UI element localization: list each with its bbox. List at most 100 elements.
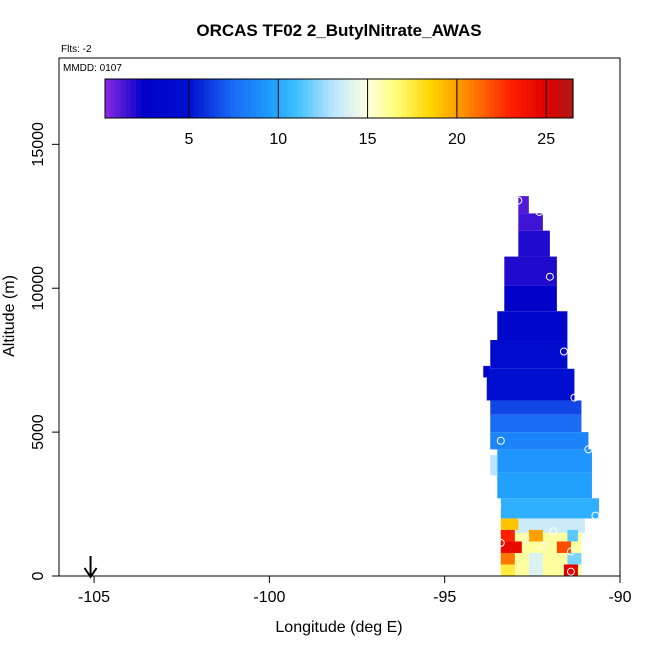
colorbar-segment (458, 79, 465, 118)
colorbar-segment (448, 79, 454, 118)
colorbar-segment (245, 79, 252, 118)
colorbar-segment (141, 79, 148, 118)
colorbar-segment (115, 79, 122, 118)
curtain-cell (504, 256, 557, 286)
sample-point (496, 436, 505, 445)
chart-title: ORCAS TF02 2_ButylNitrate_AWAS (196, 21, 481, 40)
colorbar-segment (453, 79, 460, 118)
colorbar-segment (396, 79, 402, 118)
colorbar-segment (281, 79, 288, 118)
sample-point (496, 538, 505, 547)
plot-frame (58, 57, 621, 577)
sample-point (566, 567, 575, 576)
colorbar-segment (552, 79, 558, 118)
colorbar-segment (235, 79, 241, 118)
curtain-cell (490, 414, 582, 433)
x-axis-label: Longitude (deg E) (275, 619, 402, 636)
colorbar-segment (271, 79, 278, 118)
curtain-cell (500, 552, 515, 565)
curtain-cell (500, 518, 585, 533)
colorbar-segment (562, 79, 569, 118)
curtain-cell (500, 529, 515, 542)
curtain-cell (490, 340, 568, 369)
date-note: MMDD: 0107 (63, 63, 122, 74)
sample-point (521, 534, 530, 543)
curtain-cell (556, 541, 571, 553)
colorbar-segment (183, 79, 189, 118)
colorbar-segment (125, 79, 132, 118)
colorbar-tick-label: 10 (269, 131, 287, 148)
colorbar-segment (510, 79, 517, 118)
colorbar-segment (318, 79, 324, 118)
colorbar-segment (531, 79, 538, 118)
y-tick-label: 10000 (30, 266, 47, 311)
colorbar-tick-label: 5 (185, 131, 194, 148)
sample-point (538, 541, 547, 550)
colorbar-segment (261, 79, 267, 118)
colorbar-segment (224, 79, 231, 118)
curtain-cell (483, 365, 491, 378)
colorbar-tick-label: 20 (448, 131, 466, 148)
colorbar-segment (567, 79, 574, 118)
colorbar-segment (505, 79, 512, 118)
colorbar-segment (354, 79, 361, 118)
colorbar-segment (375, 79, 382, 118)
curtain-cell (490, 432, 589, 450)
curtain-cell (490, 400, 582, 415)
colorbar-segment (495, 79, 501, 118)
y-tick-label: 15000 (30, 122, 47, 167)
curtain-cell (500, 541, 522, 553)
colorbar-segment (474, 79, 480, 118)
x-tick-label: -95 (433, 589, 456, 606)
colorbar-segment (406, 79, 413, 118)
colorbar-segment (443, 79, 449, 118)
curtain-cell (486, 368, 575, 401)
colorbar-segment (110, 79, 116, 118)
colorbar-segment (255, 79, 262, 118)
colorbar-tick-label: 25 (537, 131, 555, 148)
sample-point (559, 347, 568, 356)
colorbar-segment (515, 79, 522, 118)
sample-points-layer (493, 196, 600, 576)
colorbar-segment (401, 79, 408, 118)
curtain-cell (528, 529, 543, 542)
colorbar-segment (157, 79, 163, 118)
colorbar-segment (292, 79, 298, 118)
curtain-cell (490, 455, 498, 476)
curtain-cell (528, 552, 543, 576)
colorbar-segment (339, 79, 345, 118)
colorbar-frame (104, 78, 574, 119)
colorbar-segment (380, 79, 387, 118)
colorbar-segment (297, 79, 304, 118)
flights-note: Flts: -2 (61, 44, 92, 55)
curtain-cell (497, 449, 592, 473)
colorbar-segment (302, 79, 309, 118)
sample-point (514, 196, 523, 205)
x-tick-label: -105 (78, 589, 110, 606)
x-tick-label: -100 (253, 589, 285, 606)
y-axis-label: Altitude (m) (1, 275, 18, 357)
colorbar-segment (323, 79, 330, 118)
colorbar-segment (240, 79, 246, 118)
colorbar-segment (536, 79, 543, 118)
sample-point (570, 393, 579, 402)
colorbar-segment (167, 79, 174, 118)
curtain-cell (500, 498, 599, 519)
curtain-layer (483, 196, 599, 576)
colorbar-segment (266, 79, 272, 118)
curtain-cell (518, 213, 543, 231)
colorbar-segment (214, 79, 220, 118)
sample-point (493, 501, 502, 510)
colorbar-segment (313, 79, 319, 118)
colorbar-segment (463, 79, 470, 118)
colorbar-segment (151, 79, 158, 118)
curtain-cell (567, 552, 582, 565)
colorbar-segment (120, 79, 127, 118)
colorbar-segment (349, 79, 356, 118)
colorbar-segment (417, 79, 423, 118)
colorbar-segment (469, 79, 475, 118)
curtain-cell (567, 529, 578, 542)
colorbar: 5 10 15 20 25 (104, 78, 574, 148)
colorbar-tick-label: 15 (359, 131, 377, 148)
